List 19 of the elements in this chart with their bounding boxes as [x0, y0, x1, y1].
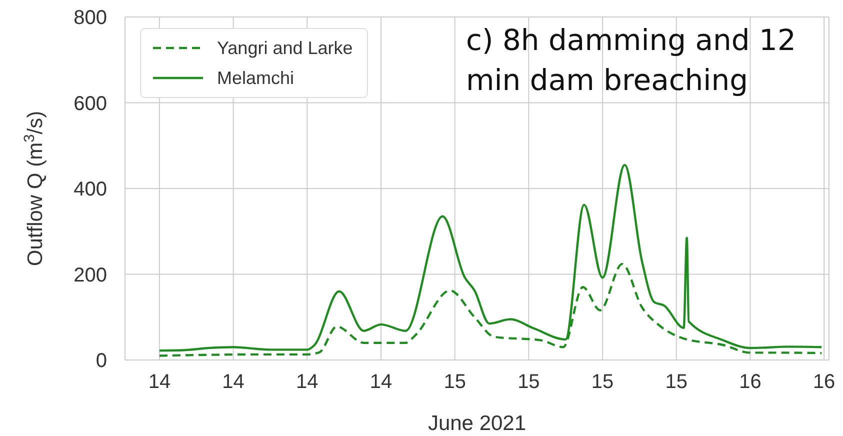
x-axis-title: June 2021	[428, 412, 526, 435]
x-tick-label: 14	[148, 371, 171, 394]
x-tick-label: 16	[812, 371, 836, 394]
x-tick-label: 15	[444, 371, 466, 394]
x-tick-label: 14	[370, 371, 392, 394]
y-tick-label: 600	[74, 92, 107, 115]
x-tick-label: 15	[665, 371, 688, 394]
legend-label: Melamchi	[217, 67, 294, 90]
x-tick-label: 16	[739, 371, 762, 394]
y-tick-label: 800	[74, 7, 107, 30]
y-tick-label: 0	[96, 350, 107, 372]
y-tick-label: 200	[74, 264, 107, 286]
annotation: c) 8h damming and 12 min dam breaching	[466, 22, 797, 99]
legend-label: Yangri and Larke	[217, 37, 353, 60]
x-tick-label: 15	[518, 371, 540, 394]
x-tick-label: 14	[222, 371, 244, 394]
x-tick-label: 14	[296, 371, 318, 394]
x-tick-label: 15	[591, 371, 614, 394]
y-tick-label: 400	[74, 178, 107, 201]
